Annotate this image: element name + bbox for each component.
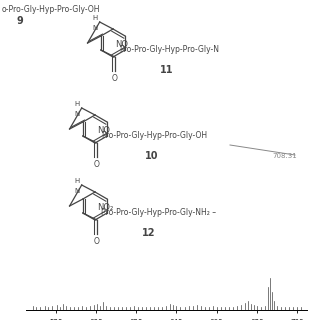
Text: O: O: [112, 74, 118, 83]
Text: o-Pro-Gly-Hyp-Pro-Gly-OH: o-Pro-Gly-Hyp-Pro-Gly-OH: [2, 5, 100, 14]
Text: Pro-Pro-Gly-Hyp-Pro-Gly-NH₂ –: Pro-Pro-Gly-Hyp-Pro-Gly-NH₂ –: [101, 208, 216, 217]
Text: Pro-Pro-Gly-Hyp-Pro-Gly-OH: Pro-Pro-Gly-Hyp-Pro-Gly-OH: [101, 131, 207, 140]
Text: O: O: [94, 160, 100, 169]
Text: N: N: [75, 188, 80, 194]
Text: 11: 11: [160, 65, 174, 75]
Text: N: N: [75, 111, 80, 117]
Text: 10: 10: [145, 151, 159, 161]
Text: O: O: [94, 237, 100, 246]
Text: 9: 9: [17, 16, 23, 26]
Text: Pro-Pro-Gly-Hyp-Pro-Gly-N: Pro-Pro-Gly-Hyp-Pro-Gly-N: [119, 45, 219, 54]
Text: NO: NO: [97, 126, 110, 135]
Text: H: H: [92, 15, 98, 21]
Text: H: H: [75, 101, 80, 107]
Text: 708.31: 708.31: [272, 153, 297, 159]
Text: 12: 12: [142, 228, 156, 238]
Text: H: H: [75, 178, 80, 184]
Text: NO: NO: [115, 40, 128, 49]
Text: N: N: [92, 25, 98, 31]
Text: NO₂: NO₂: [97, 203, 113, 212]
